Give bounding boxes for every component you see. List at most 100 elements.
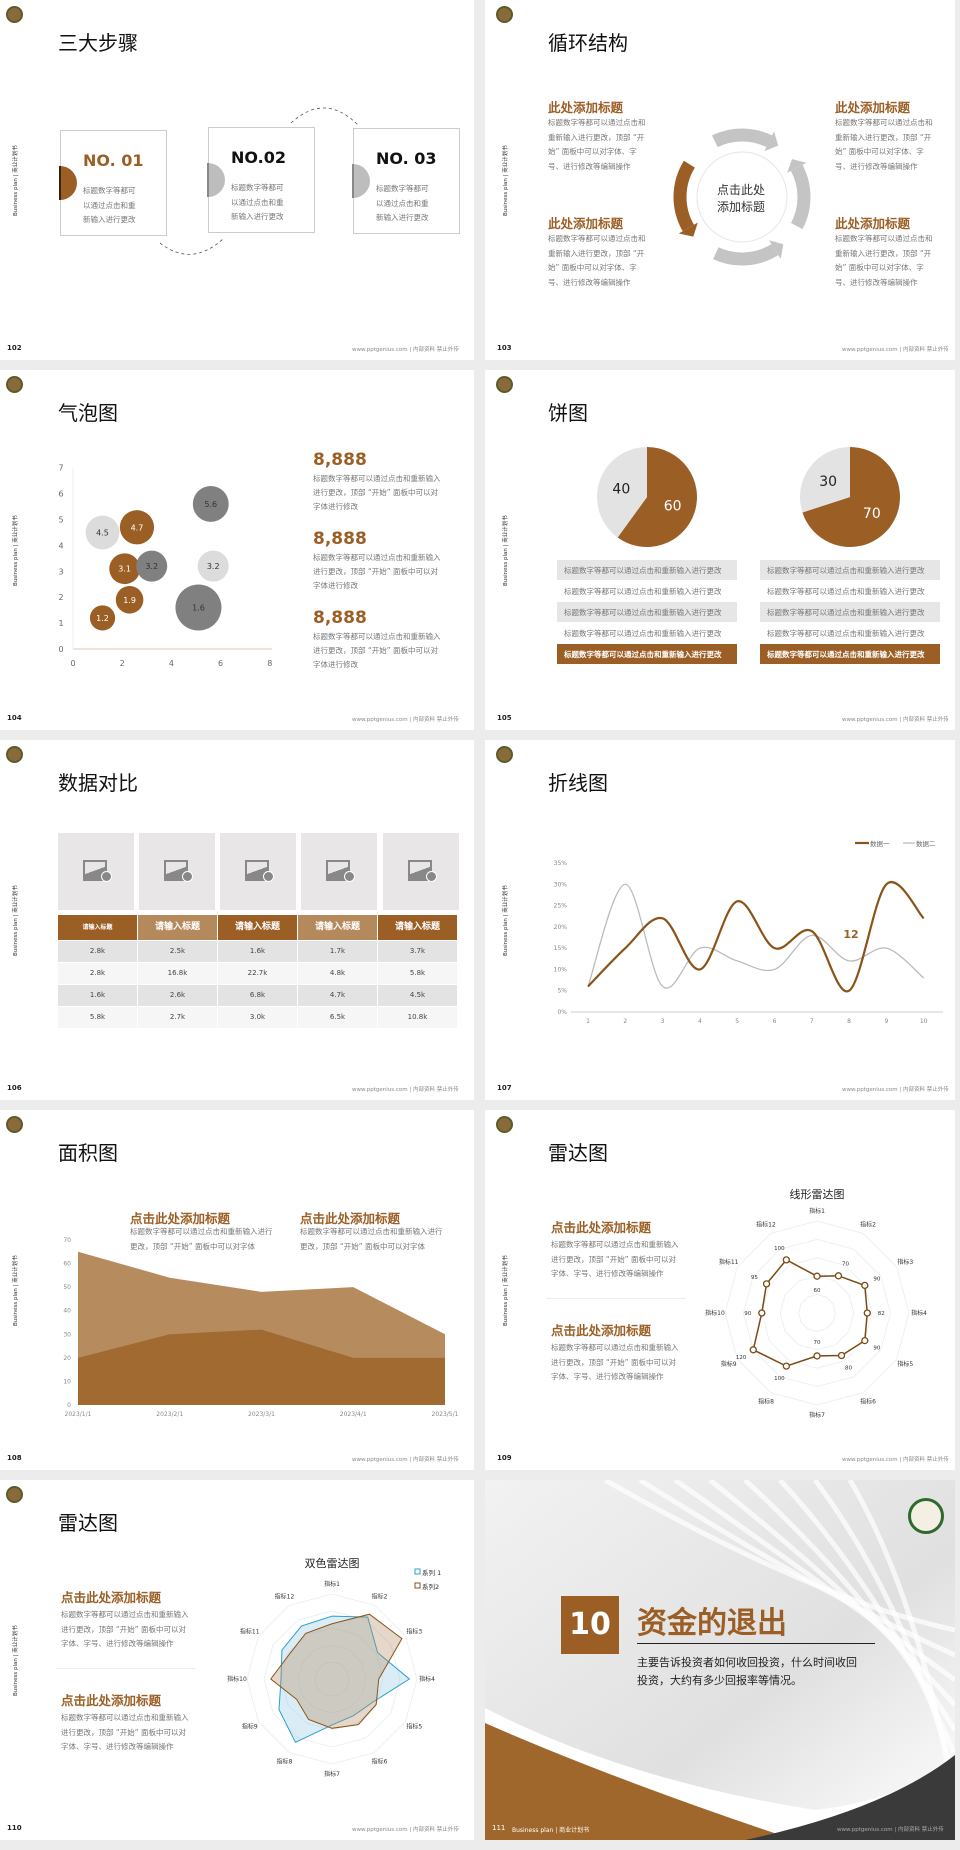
series-line-1 <box>587 880 925 993</box>
axis-label: 指标10 <box>705 1309 725 1317</box>
description-line: 更改，顶部 “开始” 面板中可以对字体 <box>130 1242 256 1251</box>
tick-label: 20 <box>63 1355 71 1362</box>
image-placeholder[interactable] <box>220 833 296 910</box>
radar-point <box>762 1280 771 1288</box>
center-text: 点击此处 <box>717 183 766 197</box>
radar-gridline <box>263 1610 401 1748</box>
cycle-arrow <box>673 160 696 232</box>
dashed-arrows <box>159 107 359 255</box>
footer-text: www.pptgenius.com | 内部资料 禁止外传 <box>842 1087 949 1093</box>
brown-wave <box>485 1723 795 1840</box>
description-line: 字体、字号、进行修改等编辑操作 <box>61 1742 174 1751</box>
block-heading: 点击此处添加标题 <box>61 1693 162 1708</box>
data-label: 4.7 <box>131 523 144 532</box>
footer-text: www.pptgenius.com | 内部资料 禁止外传 <box>352 1087 459 1093</box>
area-chart: 0 10 20 30 40 50 60 70 2023/1/1 2023/2/1 2023/3/1 2… <box>63 1237 458 1418</box>
table-cell: 2.5k <box>138 941 217 962</box>
step-card[interactable] <box>208 127 315 233</box>
step-number: NO. 03 <box>376 149 437 168</box>
table-cell: 2.6k <box>138 985 217 1006</box>
slide-108[interactable]: 面积图 Business plan | 商业计划书 108 www.pptgenius… <box>0 1110 474 1470</box>
axis-label: 指标8 <box>758 1397 774 1405</box>
slide-103[interactable]: 循环结构 Business plan | 商业计划书 103 www.pptgeniu… <box>485 0 955 360</box>
logo-icon <box>6 6 23 23</box>
block-heading: 点击此处添加标题 <box>551 1220 652 1235</box>
legend-label: 系列 1 <box>422 1568 441 1577</box>
table-cell: 4.5k <box>378 985 457 1006</box>
half-circle-icon <box>207 163 225 197</box>
logo-icon <box>496 1116 513 1133</box>
logo-icon <box>496 6 513 23</box>
axis-label: 指标11 <box>719 1258 739 1266</box>
slide-110[interactable]: 雷达图 Business plan | 商业计划书 110 www.pptgenius… <box>0 1480 474 1840</box>
arrowhead-icon <box>678 222 698 237</box>
text-row: 标题数字等都可以通过点击和重新输入进行更改 <box>760 560 940 580</box>
image-placeholder[interactable] <box>383 833 459 910</box>
axis-label: 指标3 <box>897 1258 913 1266</box>
half-circle-icon <box>352 164 370 198</box>
image-placeholder[interactable] <box>58 833 134 910</box>
step-number: NO.02 <box>231 148 286 167</box>
tick-label: 0 <box>58 645 63 654</box>
radar-gridline <box>724 1220 910 1406</box>
slice-label: 70 <box>863 506 881 522</box>
table-header-cell: 请输入标题 <box>58 915 137 940</box>
data-label: 60 <box>814 1288 821 1294</box>
slide-107[interactable]: 折线图 Business plan | 商业计划书 107 www.pptgenius… <box>485 740 955 1100</box>
description-line: 标题数字等都可以通过点击和 <box>835 118 933 127</box>
slide-title: 折线图 <box>548 771 608 795</box>
section-title: 资金的退出 <box>637 1606 787 1641</box>
radar-point <box>834 1272 843 1280</box>
step-card[interactable] <box>353 128 460 234</box>
data-label: 90 <box>873 1276 880 1282</box>
image-placeholder[interactable] <box>301 833 377 910</box>
slide-102[interactable]: 三大步骤 Business plan | 商业计划书 102 www.pptgeniu… <box>0 0 474 360</box>
axis-label: 指标12 <box>756 1221 776 1229</box>
row-text: 标题数字等都可以通过点击和重新输入进行更改 <box>767 587 925 596</box>
description-line: 字体、字号、进行修改等编辑操作 <box>551 1269 664 1278</box>
page-number: 111 <box>492 1824 506 1832</box>
description-line: 标题数字等都可 <box>376 184 429 193</box>
description-line: 以通过点击和重 <box>83 200 136 210</box>
slide-104[interactable]: 气泡图 Business plan | 商业计划书 104 www.pptgenius… <box>0 370 474 730</box>
data-label: 82 <box>878 1311 885 1317</box>
slide-105[interactable]: 饼图 Business plan | 商业计划书 105 www.pptgenius.… <box>485 370 955 730</box>
tick-label: 4 <box>169 659 174 668</box>
chart-title: 线形雷达图 <box>790 1187 845 1201</box>
footer-left-text: Business plan | 商业计划书 <box>512 1827 590 1834</box>
divider <box>546 1298 686 1299</box>
step-card[interactable] <box>60 130 167 236</box>
tick-label: 2023/4/1 <box>340 1411 367 1418</box>
table-cell: 22.7k <box>218 963 297 984</box>
row-text: 标题数字等都可以通过点击和重新输入进行更改 <box>564 566 722 575</box>
axis-label: 指标10 <box>227 1675 247 1683</box>
image-placeholder[interactable] <box>139 833 215 910</box>
section-description: 投资，大约有多少回报率等情况。 <box>637 1674 802 1687</box>
slide-106[interactable]: 数据对比 Business plan | 商业计划书 106 www.pptgeniu… <box>0 740 474 1100</box>
tick-label: 1 <box>58 619 63 628</box>
axis-label: 指标2 <box>372 1593 388 1601</box>
data-label: 80 <box>845 1366 852 1372</box>
text-row: 标题数字等都可以通过点击和重新输入进行更改 <box>557 602 737 622</box>
description-line: 始” 面板中可以对字体、字 <box>835 263 924 272</box>
data-label: 4.5 <box>96 528 109 537</box>
radar-point <box>861 1281 869 1290</box>
description-line: 标题数字等都可以通过点击和 <box>548 118 646 127</box>
legend-label: 数据二 <box>916 839 936 848</box>
description-line: 标题数字等都可以通过点击和重新输入 <box>551 1343 679 1352</box>
block-heading: 点击此处添加标题 <box>300 1211 401 1226</box>
slide-111[interactable]: 10 资金的退出 主要告诉投资者如何收回投资，什么时间收回 投资，大约有多少回报率等情… <box>485 1480 955 1840</box>
radar-point <box>782 1256 790 1264</box>
page-number: 109 <box>497 1454 512 1462</box>
slide-title: 雷达图 <box>548 1141 608 1165</box>
table-cell: 2.7k <box>138 1007 217 1028</box>
tick-label: 10 <box>63 1378 71 1385</box>
pie-slice <box>802 447 900 547</box>
row-text: 标题数字等都可以通过点击和重新输入进行更改 <box>564 629 722 638</box>
radar-series-line <box>752 1258 869 1367</box>
slide-109[interactable]: 雷达图 Business plan | 商业计划书 109 www.pptgenius… <box>485 1110 955 1470</box>
description-line: 新输入进行更改 <box>231 212 284 221</box>
page-number: 106 <box>7 1084 22 1092</box>
radar-gridline <box>314 1661 350 1697</box>
description-line: 字体、字号、进行修改等编辑操作 <box>551 1372 664 1381</box>
